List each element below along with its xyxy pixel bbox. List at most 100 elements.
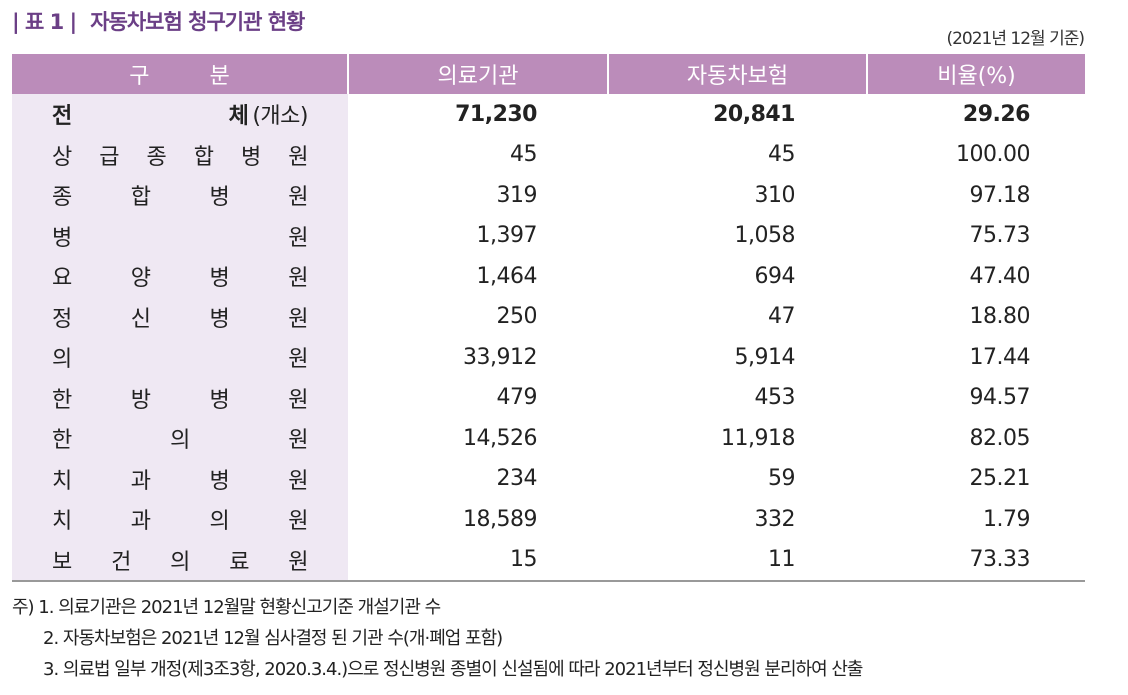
auto-count: 20,841 [713,101,795,127]
auto-count: 332 [754,506,796,532]
label-char: 치 [52,509,72,535]
medical-count: 33,912 [463,344,537,370]
label-char: 원 [288,509,308,535]
label-char: 종 [146,144,167,170]
footnote: 2. 자동차보험은 2021년 12월 심사결정 된 기관 수(개·폐업 포함) [43,628,503,649]
label-char: 상 [52,144,72,170]
auto-count: 11 [608,539,867,582]
label-char: 급 [99,144,119,170]
label-char: 한 [52,387,72,413]
label-char: 체 (개소) [228,104,309,130]
label-char: 병 [209,266,230,292]
table-row: 상 급 종 합 병 원 45 45 100.00 [12,134,1085,175]
label-char: 병 [209,468,230,494]
label-char: 양 [130,266,151,292]
label-char: 요 [52,266,72,292]
table-row: 종 합 병 원 319 310 97.18 [12,175,1085,216]
table-row: 한 방 병 원 479 453 94.57 [12,377,1085,418]
header-ratio: 비율(%) [866,54,1085,94]
label-char: 원 [288,144,308,170]
label-char: 원 [288,428,308,454]
medical-count: 1,397 [476,223,538,249]
medical-count: 319 [496,182,538,208]
ratio-value: 82.05 [969,425,1031,451]
table-title: | 표 1 | 자동차보험 청구기관 현황 [12,6,305,36]
ratio-value: 25.21 [969,466,1031,492]
table-title-text: 자동차보험 청구기관 현황 [90,10,305,34]
label-char: 의 [209,509,230,535]
label-char: 과 [130,509,151,535]
header-medical: 의료기관 [347,54,608,94]
footnote: 주) 1. 의료기관은 2021년 12월말 현황신고기준 개설기관 수 [12,597,441,618]
ratio-value: 17.44 [969,344,1031,370]
table-row: 보 건 의 료 원 15 11 73.33 [12,539,1085,582]
table-row: 치 과 의 원 18,589 332 1.79 [12,499,1085,540]
label-char: 원 [288,549,308,575]
auto-count: 47 [768,304,796,330]
auto-count: 5,914 [734,344,796,370]
header-char: 구 [129,64,150,89]
medical-count: 479 [496,385,538,411]
label-char: 합 [193,144,214,170]
medical-count: 45 [510,142,538,168]
label-char: 보 [52,549,72,575]
row-label: 전 체 (개소) [12,94,348,135]
table-row: 전 체 (개소) 71,230 20,841 29.26 [12,94,1085,135]
footnote: 3. 의료법 일부 개정(제3조3항, 2020.3.4.)으로 정신병원 종별… [43,659,863,680]
row-label-suffix: (개소) [252,104,308,130]
label-char: 원 [288,185,308,211]
ratio-value: 29.26 [962,101,1031,127]
label-char: 원 [288,347,308,373]
table-row: 의 원 33,912 5,914 17.44 [12,337,1085,378]
header-char: 분 [209,64,230,89]
label-char: 과 [130,468,151,494]
label-char: 건 [111,549,131,575]
ratio-value: 75.73 [969,223,1031,249]
label-char: 원 [288,387,308,413]
table-row: 정 신 병 원 250 47 18.80 [12,296,1085,337]
ratio-value: 1.79 [983,506,1030,532]
medical-count: 18,589 [463,506,537,532]
medical-count: 1,464 [476,263,538,289]
footnotes: 주) 1. 의료기관은 2021년 12월말 현황신고기준 개설기관 수 2. … [12,592,863,685]
auto-count: 45 [768,142,796,168]
label-char: 병 [241,144,261,170]
label-char: 원 [288,225,308,251]
table-row: 한 의 원 14,526 11,918 82.05 [12,418,1085,459]
medical-count: 234 [496,466,538,492]
medical-count: 250 [496,304,538,330]
label-char: 정 [52,306,72,332]
ratio-value: 73.33 [867,539,1085,582]
medical-count: 14,526 [463,425,537,451]
table-row: 치 과 병 원 234 59 25.21 [12,458,1085,499]
ratio-value: 94.57 [969,385,1031,411]
label-char: 병 [52,225,72,251]
label-char: 한 [52,428,72,454]
auto-count: 1,058 [734,223,796,249]
auto-count: 11,918 [721,425,795,451]
auto-count: 453 [754,385,796,411]
table-number: | 표 1 | [12,10,77,34]
label-char: 의 [52,347,72,373]
label-char: 원 [288,468,308,494]
basis-date: (2021년 12월 기준) [946,29,1085,49]
ratio-value: 100.00 [956,142,1030,168]
label-char: 방 [130,387,151,413]
ratio-value: 47.40 [969,263,1031,289]
label-char: 종 [52,185,72,211]
medical-count: 15 [348,539,608,582]
ratio-value: 18.80 [969,304,1031,330]
label-char: 신 [130,306,151,332]
table-row: 요 양 병 원 1,464 694 47.40 [12,256,1085,297]
label-char: 병 [209,306,230,332]
medical-count: 71,230 [455,101,537,127]
label-char: 의 [170,428,190,454]
